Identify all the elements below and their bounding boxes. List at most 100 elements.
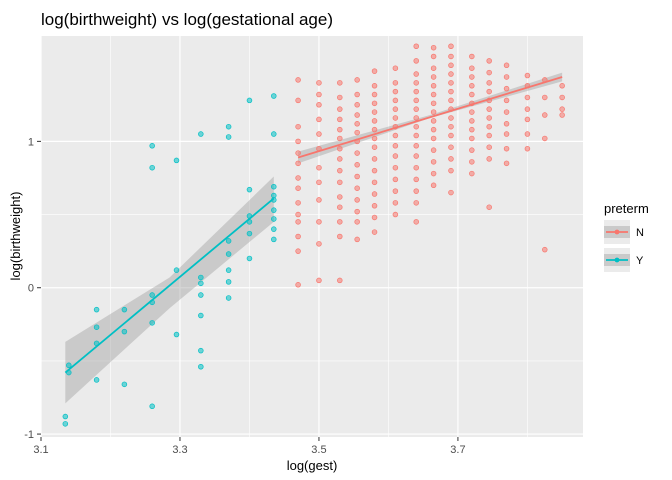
point-Y: [271, 93, 277, 99]
point-N: [448, 71, 454, 77]
point-N: [354, 197, 360, 203]
point-Y: [173, 331, 180, 338]
point-N: [392, 211, 399, 218]
point-N: [413, 188, 419, 194]
point-N: [371, 118, 378, 124]
point-N: [354, 77, 360, 83]
point-N: [371, 229, 378, 235]
point-N: [469, 109, 475, 115]
point-N: [413, 219, 419, 225]
point-N: [392, 106, 399, 112]
point-N: [337, 277, 343, 284]
point-N: [559, 112, 565, 118]
point-N: [448, 97, 454, 104]
point-N: [354, 185, 360, 191]
point-N: [448, 123, 454, 130]
point-N: [295, 282, 301, 288]
point-Y: [271, 236, 277, 243]
point-Y: [271, 131, 277, 137]
point-N: [430, 159, 437, 165]
point-N: [413, 58, 419, 64]
point-N: [295, 138, 301, 145]
point-N: [486, 132, 492, 139]
point-N: [559, 106, 565, 112]
legend-item-Y: Y: [604, 248, 644, 272]
point-Y: [66, 362, 72, 369]
point-N: [354, 121, 360, 127]
point-N: [295, 211, 301, 218]
point-N: [354, 236, 360, 243]
point-Y: [246, 186, 253, 193]
x-tick-label: 3.1: [33, 444, 48, 456]
point-N: [413, 88, 419, 95]
point-Y: [271, 183, 277, 190]
point-N: [337, 106, 343, 112]
point-Y: [149, 292, 155, 298]
point-Y: [198, 364, 204, 370]
point-N: [354, 162, 360, 168]
point-N: [448, 144, 454, 150]
point-N: [559, 83, 565, 89]
point-N: [295, 200, 301, 206]
point-N: [524, 72, 531, 79]
point-N: [337, 233, 343, 240]
point-N: [354, 91, 360, 98]
x-tick-label: 3.7: [450, 444, 465, 456]
point-N: [371, 203, 378, 209]
point-N: [354, 102, 360, 108]
point-N: [371, 109, 378, 115]
point-Y: [225, 134, 232, 140]
point-N: [316, 102, 322, 108]
point-N: [316, 164, 322, 171]
point-N: [503, 85, 510, 92]
point-Y: [271, 216, 277, 222]
legend-item-N: N: [604, 220, 644, 244]
point-N: [337, 219, 343, 225]
legend: preterm N Y: [604, 201, 649, 272]
point-Y: [246, 255, 253, 262]
point-Y: [198, 292, 204, 298]
point-N: [354, 112, 360, 118]
point-Y: [225, 267, 232, 273]
y-tick-label: 1: [28, 136, 34, 148]
point-Y: [149, 403, 155, 410]
point-N: [448, 53, 454, 60]
point-N: [337, 135, 343, 142]
point-N: [354, 129, 360, 136]
point-Y: [173, 157, 180, 164]
point-N: [316, 197, 322, 203]
point-N: [316, 179, 322, 186]
point-N: [392, 143, 399, 149]
point-N: [354, 173, 360, 180]
point-N: [503, 109, 510, 115]
point-Y: [93, 306, 100, 313]
point-N: [486, 106, 492, 112]
confidence-band-Y: [65, 176, 274, 404]
point-N: [316, 131, 322, 137]
plot-panel: [41, 36, 583, 437]
point-N: [430, 65, 437, 71]
point-N: [486, 204, 492, 210]
point-N: [295, 150, 301, 156]
point-Y: [62, 413, 69, 420]
point-N: [486, 58, 492, 64]
point-N: [392, 65, 399, 71]
point-N: [295, 185, 301, 191]
point-N: [371, 191, 378, 197]
point-N: [413, 200, 419, 206]
point-N: [371, 144, 378, 150]
point-N: [524, 106, 531, 112]
point-N: [469, 135, 475, 142]
point-N: [392, 115, 399, 121]
point-N: [392, 176, 399, 183]
point-Y: [198, 312, 204, 319]
point-N: [371, 167, 378, 174]
point-N: [503, 62, 510, 69]
point-N: [430, 118, 437, 124]
point-N: [469, 126, 475, 133]
point-Y: [246, 97, 253, 104]
point-N: [392, 88, 399, 95]
point-N: [469, 74, 475, 80]
point-N: [503, 121, 510, 127]
point-Y: [121, 306, 128, 313]
